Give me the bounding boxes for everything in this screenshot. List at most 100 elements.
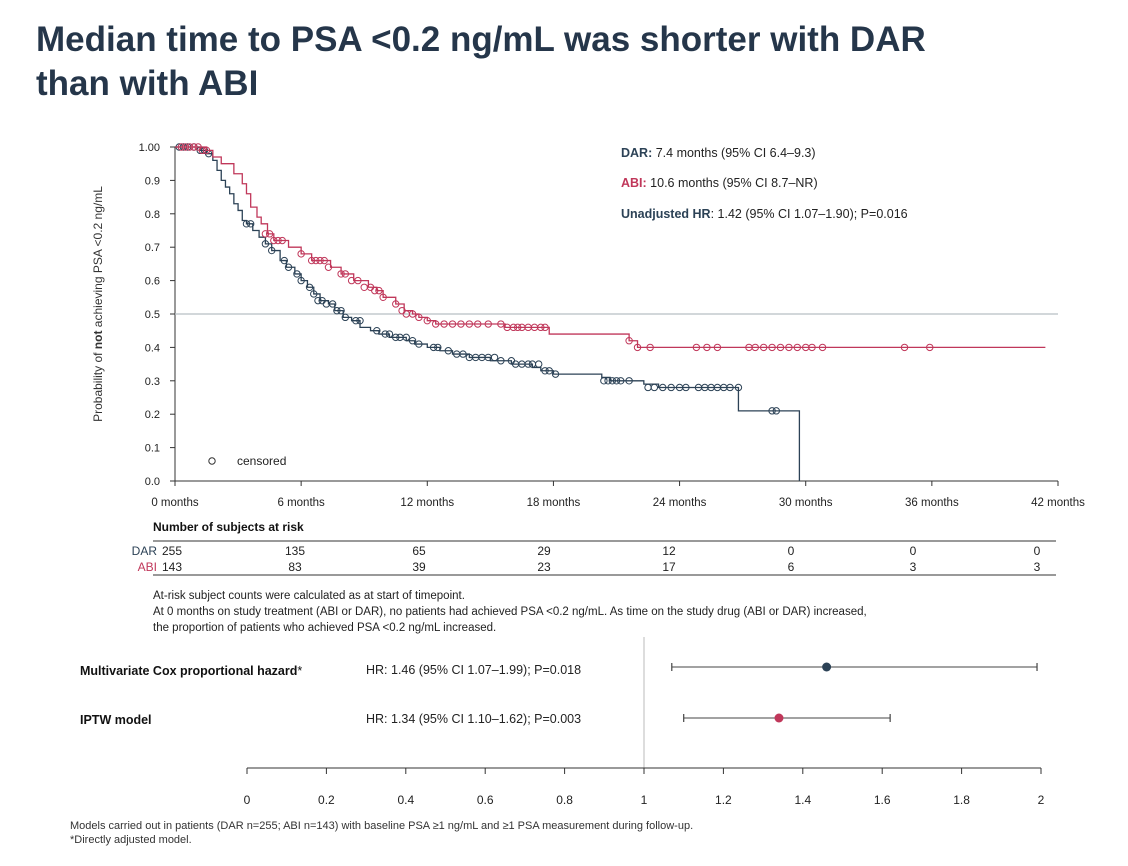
dar-censor-mark — [261, 240, 270, 248]
dar-censor-mark — [268, 246, 276, 255]
abi-censor-mark — [265, 230, 274, 238]
slide-title: Median time to PSA <0.2 ng/mL was shorte… — [36, 18, 1096, 106]
abi-censor-mark — [354, 276, 362, 285]
at-risk-cell: 65 — [412, 544, 426, 558]
forest-x-tick-label: 0.6 — [477, 793, 494, 807]
dar-censor-mark — [551, 370, 560, 378]
abi-censor-mark — [785, 343, 793, 352]
abi-censor-mark — [431, 320, 440, 328]
dar-censor-mark — [415, 340, 423, 348]
at-risk-title: Number of subjects at risk — [153, 520, 304, 534]
x-tick-label: 30 months — [779, 497, 833, 509]
at-risk-table: Number of subjects at risk DAR 255 135 65 29 1… — [132, 520, 1056, 576]
forest-x-tick-label: 1.6 — [874, 793, 891, 807]
x-tick-label: 12 months — [400, 497, 454, 509]
at-risk-row-label-dar: DAR — [132, 544, 158, 558]
dar-censor-mark — [242, 220, 251, 228]
forest-plot: 0 0.2 0.4 0.6 0.8 1 1.2 1.4 1.6 1.8 2 — [244, 637, 1045, 807]
abi-censor-mark — [312, 256, 320, 265]
at-risk-cell: 6 — [788, 560, 795, 574]
forest-row-label-iptw-text: IPTW model — [80, 713, 152, 727]
y-tick-label: 0.9 — [145, 175, 160, 187]
forest-x-tick-label: 0.8 — [556, 793, 573, 807]
dar-censor-mark — [541, 367, 549, 375]
dar-censor-mark — [545, 367, 553, 375]
annotation-text: 7.4 months (95% CI 6.4–9.3) — [652, 146, 815, 160]
abi-censor-mark — [703, 343, 711, 352]
abi-censor-mark — [474, 320, 482, 328]
abi-censor-mark — [537, 323, 545, 332]
abi-censor-mark — [497, 320, 505, 328]
dar-censor-mark — [617, 377, 625, 385]
abi-censor-mark — [509, 323, 518, 332]
y-tick-label: 0.4 — [145, 342, 160, 354]
abi-censor-mark — [768, 343, 776, 352]
abi-censor-mark — [793, 343, 802, 352]
abi-censor-mark — [379, 293, 387, 301]
y-tick-label: 0.0 — [145, 476, 160, 488]
forest-point-estimate — [822, 662, 832, 672]
abi-censor-mark — [375, 286, 383, 295]
footnote-line-1: Models carried out in patients (DAR n=25… — [70, 820, 694, 832]
at-risk-cell: 135 — [285, 544, 305, 558]
dar-censor-mark — [333, 306, 341, 315]
annotation-abi: ABI: 10.6 months (95% CI 8.7–NR) — [621, 176, 818, 190]
y-axis-label-part: Probability of — [91, 349, 105, 422]
dar-censor-mark — [625, 377, 633, 385]
x-tick-label: 24 months — [653, 497, 707, 509]
dar-censor-mark — [497, 357, 505, 365]
dar-censor-mark — [524, 360, 532, 368]
dar-censor-mark — [682, 383, 690, 392]
dar-censor-mark — [650, 383, 659, 392]
x-tick-label: 42 months — [1031, 497, 1085, 509]
forest-point-estimate — [774, 713, 784, 723]
dar-censor-mark — [402, 333, 410, 342]
footnote-line-2: *Directly adjusted model. — [70, 834, 192, 846]
censored-legend-marker — [208, 457, 216, 465]
y-tick-label: 0.7 — [145, 242, 160, 254]
note-line-1: At-risk subject counts were calculated a… — [153, 590, 465, 602]
dar-censor-mark — [341, 313, 349, 322]
y-tick-label: 0.1 — [145, 443, 160, 455]
abi-censor-mark — [392, 300, 400, 308]
dar-censor-mark — [459, 350, 467, 358]
abi-censor-mark — [513, 323, 522, 332]
abi-censor-mark — [457, 320, 465, 328]
dar-censor-mark — [768, 407, 776, 415]
abi-censor-mark — [177, 143, 186, 151]
abi-censor-mark — [261, 230, 270, 238]
censored-legend-label: censored — [237, 454, 286, 468]
forest-row-hr-cox: HR: 1.46 (95% CI 1.07–1.99); P=0.018 — [366, 663, 582, 677]
abi-censor-mark — [465, 320, 474, 328]
abi-censor-mark — [818, 343, 827, 352]
dar-censor-mark — [280, 256, 289, 265]
dar-censor-mark — [314, 296, 322, 305]
dar-censor-mark — [284, 263, 293, 271]
dar-censor-mark — [608, 377, 616, 385]
abi-censor-mark — [408, 310, 417, 318]
at-risk-cell: 29 — [537, 544, 551, 558]
abi-censor-mark — [646, 343, 654, 352]
abi-censor-mark — [186, 143, 194, 151]
forest-x-tick-label: 1.4 — [794, 793, 811, 807]
forest-row-label-cox-text: Multivariate Cox proportional hazard — [80, 664, 298, 678]
abi-censor-mark — [274, 236, 282, 245]
dar-censor-mark — [246, 220, 255, 228]
dar-censor-mark — [328, 300, 337, 308]
at-risk-cell: 17 — [662, 560, 676, 574]
abi-censor-mark — [316, 256, 324, 265]
forest-row-label-cox-suffix: * — [297, 664, 303, 678]
at-risk-cell: 0 — [1034, 544, 1041, 558]
dar-censor-mark — [352, 316, 360, 325]
abi-censor-mark — [541, 323, 549, 332]
abi-censor-mark — [440, 320, 448, 328]
abi-censor-mark — [198, 146, 207, 155]
forest-x-tick-label: 1.2 — [715, 793, 732, 807]
abi-censor-mark — [448, 320, 457, 328]
y-tick-label: 1.00 — [139, 142, 160, 154]
forest-x-tick-label: 0.4 — [397, 793, 414, 807]
dar-survival-curve — [175, 146, 801, 481]
dar-censor-mark — [612, 377, 621, 385]
dar-censor-mark — [373, 327, 381, 335]
